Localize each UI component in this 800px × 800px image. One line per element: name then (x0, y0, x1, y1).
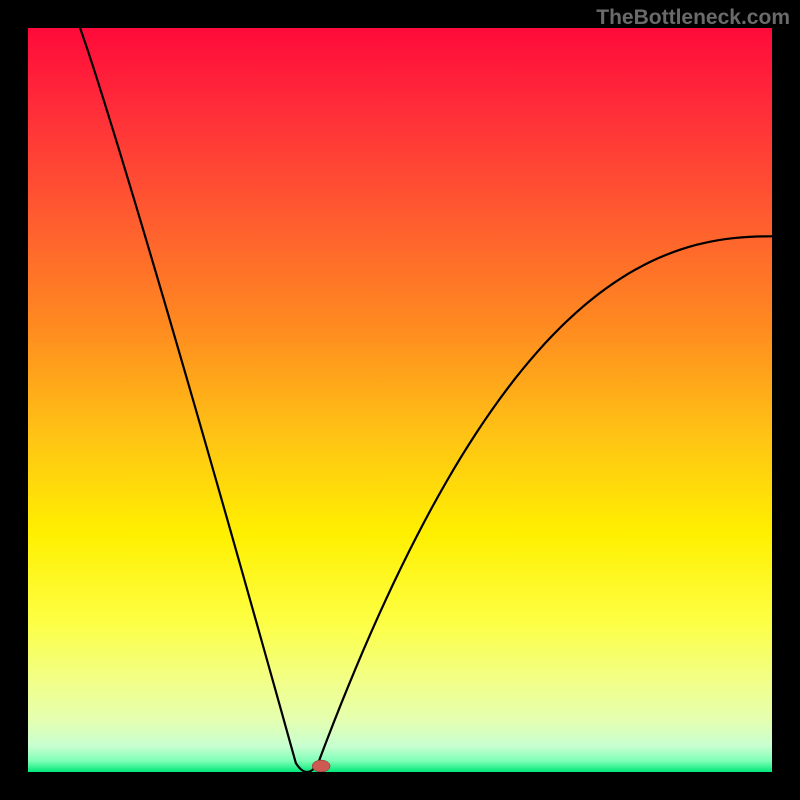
chart-frame: TheBottleneck.com (0, 0, 800, 800)
plot-area (28, 28, 772, 772)
curve-path (80, 28, 772, 772)
optimum-marker (312, 760, 330, 772)
bottleneck-curve (28, 28, 772, 772)
watermark-text: TheBottleneck.com (596, 6, 790, 30)
